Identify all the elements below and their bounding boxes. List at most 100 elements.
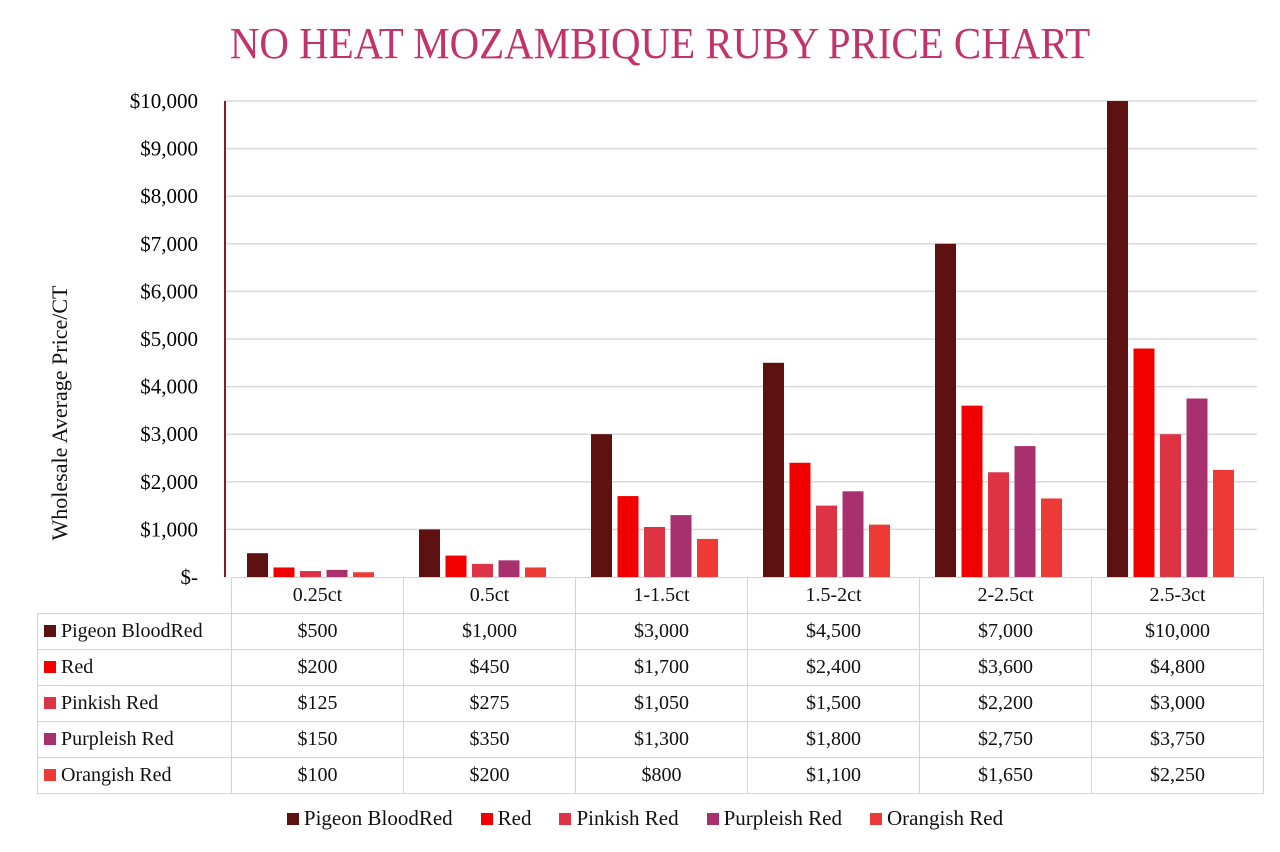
- value-cell: $3,600: [919, 649, 1092, 686]
- value-cell: $3,000: [575, 613, 748, 650]
- bar-orangish-red: [353, 572, 374, 577]
- value-cell: $1,700: [575, 649, 748, 686]
- value-cell: $1,050: [575, 685, 748, 722]
- bar-orangish-red: [525, 567, 546, 577]
- category-header: 1.5-2ct: [747, 577, 920, 614]
- legend-item: Red: [480, 806, 532, 830]
- value-cell: $1,000: [403, 613, 576, 650]
- table-row: Pinkish Red $125 $275 $1,050 $1,500 $2,200 $3,…: [37, 685, 1264, 722]
- bar-pigeon-bloodred: [419, 529, 440, 577]
- table-row: Red $200 $450 $1,700 $2,400 $3,600 $4,800: [37, 649, 1264, 686]
- value-cell: $1,650: [919, 757, 1092, 794]
- y-tick-label: $6,000: [140, 279, 198, 303]
- value-cell: $125: [231, 685, 404, 722]
- value-cell: $2,750: [919, 721, 1092, 758]
- series-name: Pinkish Red: [61, 692, 159, 714]
- series-swatch: [44, 769, 56, 781]
- legend-swatch: [870, 813, 883, 825]
- value-cell: $4,800: [1091, 649, 1264, 686]
- value-cell: $1,100: [747, 757, 920, 794]
- value-cell: $200: [231, 649, 404, 686]
- table-row: Orangish Red $100 $200 $800 $1,100 $1,650 $2,2…: [37, 757, 1264, 794]
- category-header: 0.5ct: [403, 577, 576, 614]
- series-label-cell: Purpleish Red: [37, 721, 232, 758]
- series-label-cell: Orangish Red: [37, 757, 232, 794]
- series-label-cell: Red: [37, 649, 232, 686]
- legend-label: Red: [497, 806, 532, 830]
- table-header-row: 0.25ct 0.5ct 1-1.5ct 1.5-2ct 2-2.5ct 2.5-3ct: [38, 577, 1264, 614]
- bar-pinkish-red: [816, 505, 837, 577]
- y-tick-label: $5,000: [140, 327, 198, 351]
- legend-item: Purpleish Red: [706, 806, 842, 830]
- category-header: 2-2.5ct: [919, 577, 1092, 614]
- value-cell: $500: [231, 613, 404, 650]
- value-cell: $275: [403, 685, 576, 722]
- bar-purpleish-red: [326, 569, 348, 577]
- value-cell: $2,400: [747, 649, 920, 686]
- bar-red: [789, 462, 811, 577]
- legend-swatch: [480, 813, 493, 825]
- bar-purpleish-red: [670, 515, 692, 577]
- series-name: Red: [61, 656, 94, 678]
- data-table: 0.25ct 0.5ct 1-1.5ct 1.5-2ct 2-2.5ct 2.5-3ct P…: [37, 577, 1264, 794]
- series-name: Orangish Red: [61, 764, 172, 786]
- y-tick-label: $8,000: [140, 184, 198, 208]
- y-tick-label: $4,000: [140, 375, 198, 399]
- legend-swatch: [286, 813, 299, 825]
- legend-label: Pigeon BloodRed: [303, 806, 453, 830]
- value-cell: $1,300: [575, 721, 748, 758]
- bar-pigeon-bloodred: [591, 434, 612, 577]
- bar-red: [445, 555, 467, 577]
- bar-pigeon-bloodred: [247, 553, 268, 577]
- legend-swatch: [559, 813, 572, 825]
- legend: Pigeon BloodRed Red Pinkish Red Purpleish R…: [0, 806, 1280, 831]
- bar-pinkish-red: [988, 472, 1009, 577]
- value-cell: $4,500: [747, 613, 920, 650]
- bar-pinkish-red: [1160, 434, 1181, 577]
- legend-item: Pigeon BloodRed: [286, 806, 453, 830]
- category-header: 1-1.5ct: [575, 577, 748, 614]
- table-row: Purpleish Red $150 $350 $1,300 $1,800 $2,750 $…: [37, 721, 1264, 758]
- category-header: 2.5-3ct: [1091, 577, 1264, 614]
- y-tick-label: $9,000: [140, 137, 198, 161]
- legend-item: Orangish Red: [870, 806, 1003, 830]
- bar-orangish-red: [1041, 498, 1062, 577]
- bar-purpleish-red: [1014, 446, 1036, 577]
- bar-orangish-red: [1213, 469, 1234, 577]
- value-cell: $1,500: [747, 685, 920, 722]
- chart-title: NO HEAT MOZAMBIQUE RUBY PRICE CHART: [229, 19, 1091, 68]
- value-cell: $10,000: [1091, 613, 1264, 650]
- value-cell: $3,750: [1091, 721, 1264, 758]
- bar-red: [961, 405, 983, 577]
- bar-pinkish-red: [472, 563, 493, 577]
- bar-pinkish-red: [644, 527, 665, 577]
- bar-pigeon-bloodred: [935, 243, 956, 578]
- value-cell: $3,000: [1091, 685, 1264, 722]
- bar-orangish-red: [869, 524, 890, 577]
- y-tick-label: $10,000: [130, 89, 198, 113]
- value-cell: $100: [231, 757, 404, 794]
- bar-red: [617, 496, 639, 577]
- y-tick-label: $-: [181, 565, 199, 589]
- value-cell: $350: [403, 721, 576, 758]
- value-cell: $150: [231, 721, 404, 758]
- bar-purpleish-red: [842, 491, 864, 577]
- value-cell: $450: [403, 649, 576, 686]
- legend-label: Pinkish Red: [576, 806, 679, 830]
- value-cell: $200: [403, 757, 576, 794]
- bar-purpleish-red: [498, 560, 520, 577]
- legend-swatch: [706, 813, 719, 825]
- bar-pinkish-red: [300, 571, 321, 577]
- value-cell: $7,000: [919, 613, 1092, 650]
- bar-pigeon-bloodred: [1107, 101, 1128, 577]
- series-name: Purpleish Red: [61, 728, 174, 750]
- series-swatch: [44, 697, 56, 709]
- legend-item: Pinkish Red: [559, 806, 679, 830]
- series-name: Pigeon BloodRed: [61, 620, 203, 642]
- series-swatch: [44, 661, 56, 673]
- value-cell: $1,800: [747, 721, 920, 758]
- bar-red: [1133, 348, 1155, 577]
- value-cell: $2,250: [1091, 757, 1264, 794]
- series-swatch: [44, 625, 56, 637]
